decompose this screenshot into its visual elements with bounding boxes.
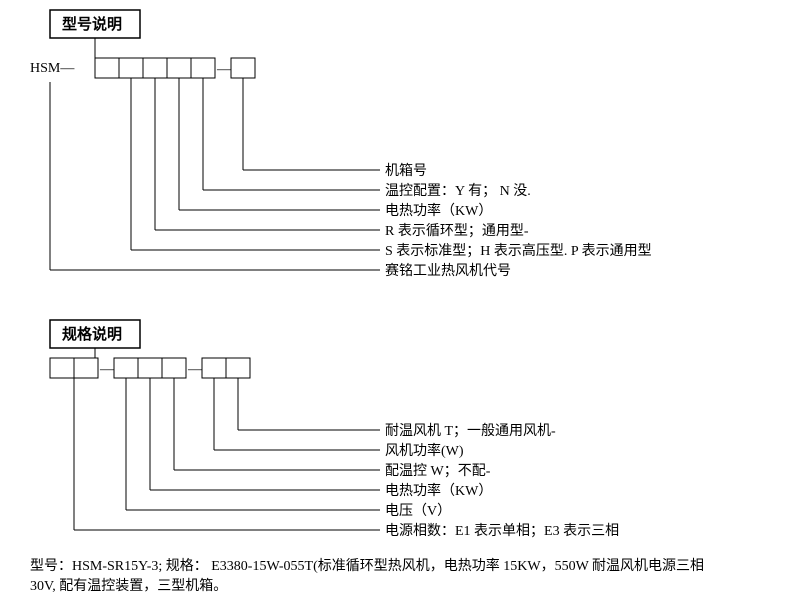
section2-title: 规格说明 <box>62 325 122 343</box>
footer-line-1: 型号：HSM-SR15Y-3; 规格： E3380-15W-055T(标准循环型… <box>30 557 704 574</box>
model-box-6 <box>231 58 255 78</box>
model-label-2: 温控配置：Y 有； N 没. <box>385 183 531 199</box>
model-label-1: 机箱号 <box>385 163 427 179</box>
spec-label-4: 电热功率（KW） <box>385 482 492 499</box>
model-prefix: HSM— <box>30 61 75 76</box>
model-box-4 <box>167 58 191 78</box>
spec-box-5 <box>162 358 186 378</box>
model-label-3: 电热功率（KW） <box>385 202 492 219</box>
spec-label-3: 配温控 W；不配- <box>385 463 491 479</box>
spec-box-1 <box>50 358 74 378</box>
spec-label-2: 风机功率(W) <box>385 442 464 459</box>
footer-line-2: 30V, 配有温控装置，三型机箱。 <box>30 578 227 594</box>
spec-label-1: 耐温风机 T；一般通用风机- <box>385 423 556 439</box>
section1-title: 型号说明 <box>62 15 122 33</box>
model-box-1 <box>95 58 119 78</box>
model-label-4: R 表示循环型；通用型- <box>385 223 529 239</box>
model-box-3 <box>143 58 167 78</box>
model-label-5: S 表示标准型；H 表示高压型. P 表示通用型 <box>385 242 652 259</box>
dash-1: — <box>216 62 232 77</box>
spec-box-6 <box>202 358 226 378</box>
spec-label-5: 电压（V） <box>385 503 451 519</box>
spec-dash-1: — <box>99 362 115 377</box>
spec-box-3 <box>114 358 138 378</box>
spec-dash-2: — <box>187 362 203 377</box>
spec-label-6: 电源相数：E1 表示单相；E3 表示三相 <box>385 523 619 539</box>
spec-box-4 <box>138 358 162 378</box>
spec-box-2 <box>74 358 98 378</box>
model-box-5 <box>191 58 215 78</box>
model-label-6: 赛铭工业热风机代号 <box>385 263 511 279</box>
spec-box-7 <box>226 358 250 378</box>
model-box-2 <box>119 58 143 78</box>
